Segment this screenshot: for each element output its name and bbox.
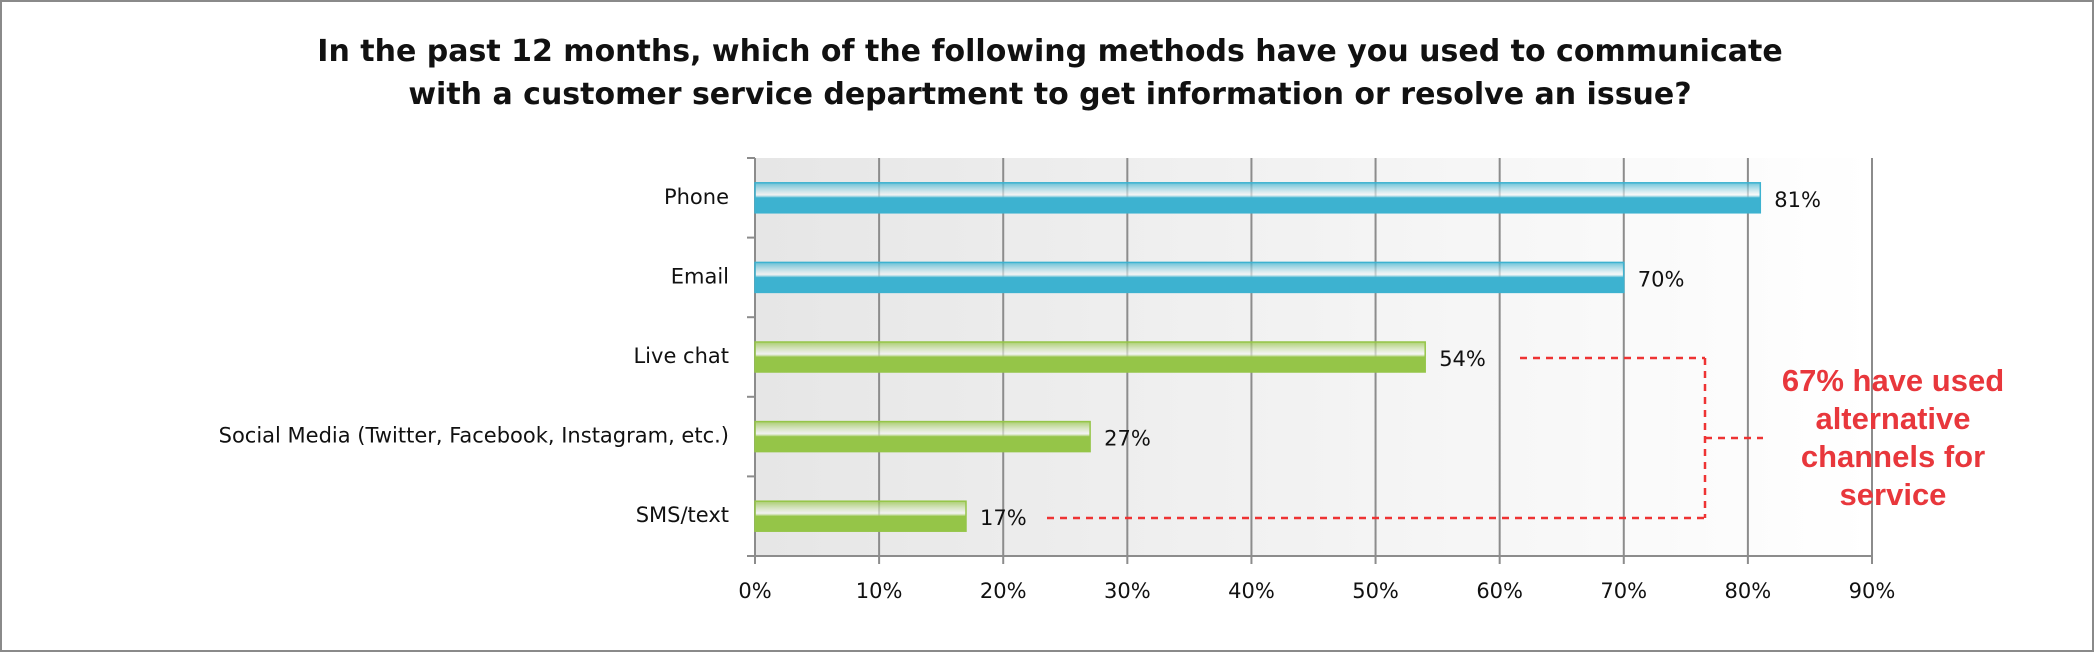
- y-tick-label: SMS/text: [636, 503, 729, 527]
- x-tick-label: 70%: [1600, 579, 1647, 603]
- y-tick-label: Phone: [664, 185, 729, 209]
- value-label: 81%: [1774, 188, 1821, 212]
- chart-title: In the past 12 months, which of the foll…: [317, 34, 1783, 112]
- x-tick-label: 90%: [1849, 579, 1896, 603]
- x-tick-label: 0%: [738, 579, 771, 603]
- value-label: 17%: [980, 506, 1027, 530]
- bar: [754, 500, 967, 532]
- x-tick-label: 40%: [1228, 579, 1275, 603]
- bar: [754, 261, 1625, 294]
- y-tick-label: Email: [671, 264, 729, 288]
- value-label: 54%: [1439, 347, 1486, 371]
- x-tick-label: 50%: [1352, 579, 1399, 603]
- annotation: 67% have used alternative channels for s…: [1781, 363, 2005, 512]
- x-tick-label: 80%: [1725, 579, 1772, 603]
- bar: [754, 182, 1762, 214]
- bar: [754, 420, 1091, 453]
- value-label: 27%: [1104, 427, 1151, 451]
- value-label: 70%: [1638, 267, 1685, 291]
- x-tick-label: 10%: [856, 579, 903, 603]
- x-tick-label: 20%: [980, 579, 1027, 603]
- y-tick-label: Social Media (Twitter, Facebook, Instagr…: [219, 424, 729, 448]
- x-tick-label: 30%: [1104, 579, 1151, 603]
- bracket: [1047, 356, 1763, 520]
- x-tick-label: 60%: [1476, 579, 1523, 603]
- y-tick-label: Live chat: [633, 344, 729, 368]
- bar: [754, 341, 1426, 373]
